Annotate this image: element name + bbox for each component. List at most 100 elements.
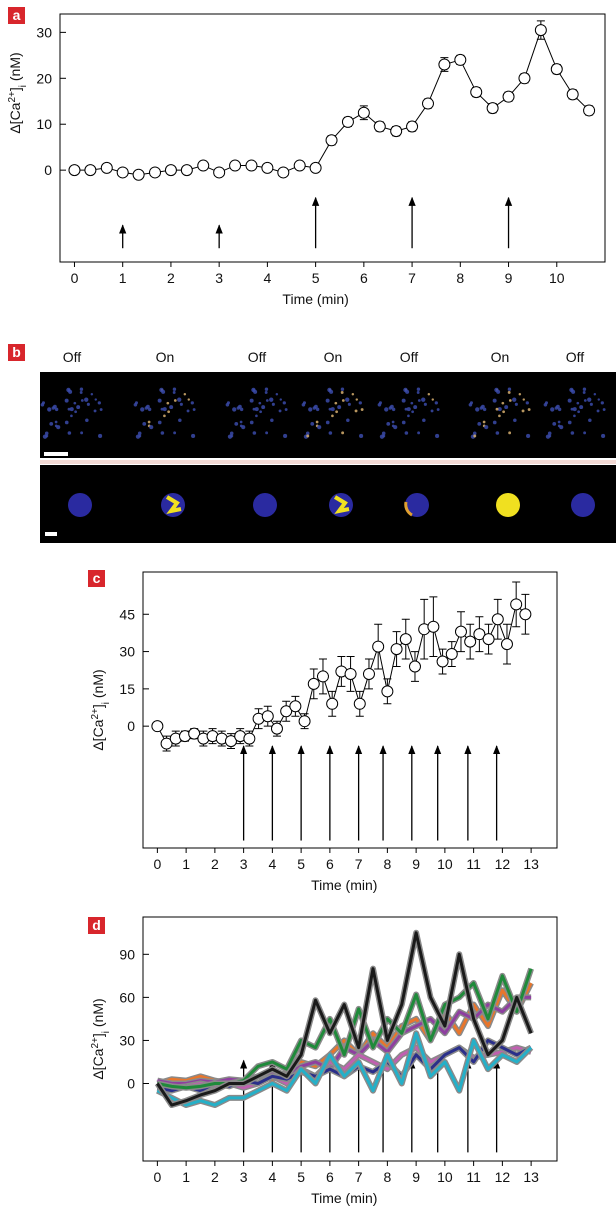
cell-speck: [576, 402, 579, 405]
cell-speck: [80, 388, 83, 391]
cell-speck: [261, 405, 265, 409]
cell-speck: [590, 403, 593, 406]
cell-speck: [73, 402, 76, 405]
data-point: [85, 165, 96, 176]
data-point: [299, 716, 310, 727]
data-point: [244, 733, 255, 744]
cell-speck: [361, 408, 364, 411]
panel-label: a: [13, 7, 21, 23]
data-point: [354, 698, 365, 709]
data-point: [374, 121, 385, 132]
data-point: [551, 64, 562, 75]
cell-speck: [571, 431, 575, 435]
cell-speck: [407, 415, 410, 418]
cell-speck: [68, 390, 72, 394]
cell-speck: [238, 405, 242, 409]
cell-speck: [559, 425, 563, 429]
cell-speck: [573, 415, 576, 418]
y-tick-label: 30: [36, 24, 52, 40]
y-axis-label-part: 2+: [90, 1037, 101, 1049]
data-point: [327, 698, 338, 709]
cell-speck: [56, 425, 60, 429]
cell-speck: [280, 398, 282, 400]
x-tick-label: 10: [549, 270, 565, 286]
data-point: [567, 89, 578, 100]
data-point: [446, 649, 457, 660]
cell-speck: [504, 405, 508, 409]
cell-speck: [74, 410, 77, 413]
cell-speck: [579, 405, 583, 409]
cell-speck: [95, 398, 97, 400]
cell-speck: [481, 405, 485, 409]
cell-speck: [568, 399, 572, 403]
cell-speck: [226, 403, 230, 407]
data-point: [465, 636, 476, 647]
cell-speck: [508, 391, 511, 394]
x-tick-label: 2: [211, 856, 219, 872]
cell-speck: [435, 434, 439, 438]
cell-speck: [418, 399, 421, 402]
cell-speck: [342, 399, 345, 402]
cell-speck: [556, 405, 560, 409]
cell-speck: [173, 391, 176, 394]
cell-speck: [378, 403, 382, 407]
frame-caption: Off: [566, 349, 585, 365]
cell-speck: [326, 421, 330, 425]
cell-speck: [550, 407, 554, 411]
panel-label: b: [12, 344, 21, 360]
cell-speck: [508, 388, 511, 391]
cell-speck: [283, 401, 286, 404]
cell-speck: [475, 407, 479, 411]
cell-speck: [158, 399, 162, 403]
data-point: [326, 135, 337, 146]
y-axis-label-part: (nM): [90, 998, 106, 1031]
cell-speck: [345, 398, 349, 402]
cell-speck: [424, 403, 427, 406]
x-tick-label: 7: [355, 1169, 363, 1185]
y-axis-label-part: Δ[Ca: [90, 1048, 106, 1079]
x-tick-label: 6: [326, 856, 334, 872]
cell-speck: [316, 421, 319, 424]
cell-speck: [70, 415, 73, 418]
cell-speck: [498, 415, 501, 418]
cell-speck: [177, 398, 181, 402]
cell-speck: [174, 399, 177, 402]
cell-speck: [85, 418, 89, 422]
cell-speck: [265, 391, 268, 394]
cell-speck: [178, 418, 182, 422]
cell-speck: [496, 390, 500, 394]
x-tick-label: 8: [383, 856, 391, 872]
cell-speck: [253, 390, 257, 394]
cell-speck: [431, 409, 434, 412]
cell-speck: [265, 431, 268, 434]
x-tick-label: 1: [182, 1169, 190, 1185]
cell-speck: [584, 399, 587, 402]
cell-speck: [230, 435, 233, 438]
cell-speck: [250, 399, 254, 403]
cell-speck: [432, 398, 434, 400]
cell-speck: [163, 415, 166, 418]
data-point: [230, 160, 241, 171]
x-tick-label: 10: [437, 856, 453, 872]
cell-speck: [402, 399, 406, 403]
cell-speck: [502, 410, 505, 413]
data-point: [503, 91, 514, 102]
cell-speck: [341, 388, 344, 391]
data-point: [363, 668, 374, 679]
x-tick-label: 11: [466, 856, 481, 872]
data-point: [290, 701, 301, 712]
cell-speck: [270, 418, 274, 422]
cell-speck: [148, 421, 151, 424]
cell-speck: [548, 435, 551, 438]
plot-frame: [143, 572, 557, 848]
x-tick-label: 5: [297, 1169, 305, 1185]
cell-speck: [84, 398, 88, 402]
y-tick-label: 30: [119, 1032, 135, 1048]
data-point: [246, 160, 257, 171]
data-point: [117, 167, 128, 178]
cell-speck: [306, 435, 309, 438]
cell-speck: [571, 408, 574, 411]
frame-caption: On: [491, 349, 510, 365]
y-axis-label-part: (nM): [7, 52, 23, 85]
x-tick-label: 5: [297, 856, 305, 872]
